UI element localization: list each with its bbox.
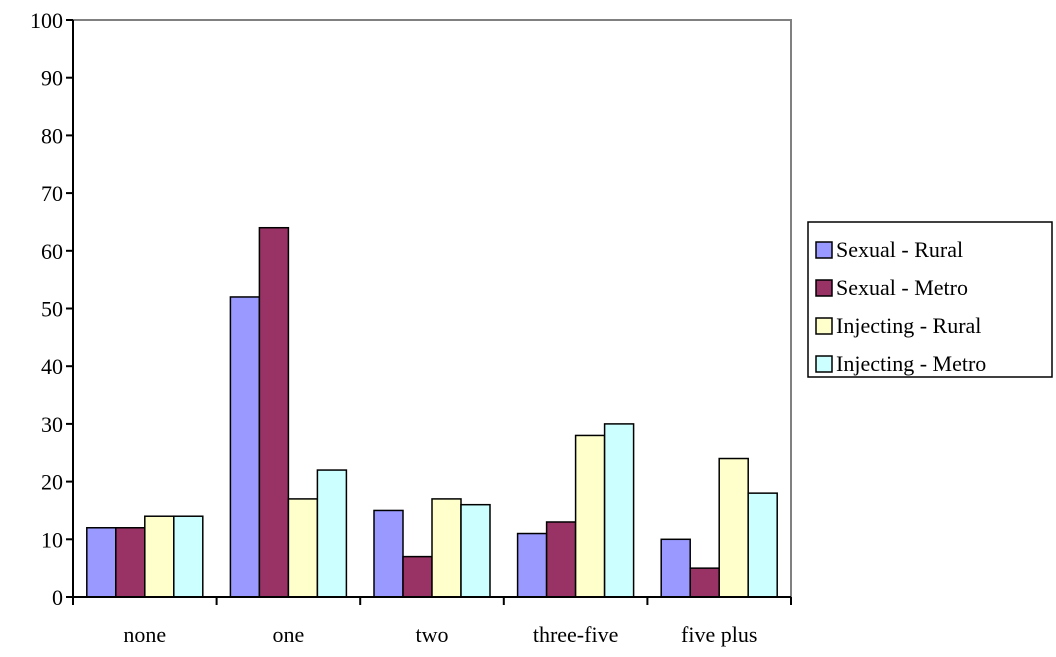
legend-swatch (815, 317, 833, 335)
bar-sexual-rural-two (373, 509, 404, 598)
bar-sexual-metro-one (258, 226, 290, 598)
legend-label: Sexual - Metro (836, 275, 968, 300)
y-tick-label: 100 (30, 8, 63, 33)
y-tick-label: 0 (52, 585, 63, 610)
bars-group (86, 226, 778, 598)
y-tick-label: 30 (41, 412, 63, 437)
bar-injecting-rural-five-plus (718, 457, 749, 598)
legend-label: Sexual - Rural (836, 237, 963, 262)
y-tick-label: 80 (41, 123, 63, 148)
bar-sexual-metro-two (402, 555, 433, 598)
bar-sexual-metro-none (115, 527, 146, 598)
legend-swatch (815, 355, 833, 373)
legend-swatch (815, 279, 833, 297)
y-tick-label: 60 (41, 239, 63, 264)
legend-box (807, 221, 1053, 378)
legend-swatch (815, 241, 833, 259)
x-category-label: two (416, 622, 449, 647)
y-tick-label: 50 (41, 297, 63, 322)
x-category-label: one (273, 622, 305, 647)
bar-injecting-metro-three-five (603, 423, 635, 598)
y-tick-label: 10 (41, 527, 63, 552)
bar-injecting-rural-none (144, 515, 175, 598)
bar-injecting-rural-two (431, 498, 462, 598)
y-tick-label: 40 (41, 354, 63, 379)
bar-injecting-metro-one (316, 469, 348, 598)
legend-label: Injecting - Metro (836, 351, 986, 376)
bar-sexual-rural-five-plus (660, 538, 691, 598)
bar-injecting-metro-none (173, 515, 204, 598)
x-category-label: none (123, 622, 166, 647)
bar-sexual-metro-three-five (545, 521, 577, 598)
bar-sexual-rural-three-five (516, 532, 548, 598)
axes-group: 0 10 20 30 40 50 60 70 80 90 100 none one two three-fi… (30, 8, 792, 647)
x-category-label: three-five (533, 622, 619, 647)
bar-injecting-rural-three-five (574, 434, 606, 598)
legend-label: Injecting - Rural (836, 313, 981, 338)
bar-sexual-rural-one (229, 296, 261, 598)
bar-injecting-metro-five-plus (747, 492, 778, 598)
y-tick-label: 20 (41, 470, 63, 495)
bar-injecting-rural-one (287, 498, 319, 598)
bar-sexual-rural-none (86, 527, 117, 598)
bar-sexual-metro-five-plus (689, 567, 720, 598)
bar-injecting-metro-two (460, 503, 491, 598)
legend: Sexual - Rural Sexual - Metro Injecting - … (807, 221, 1053, 378)
y-tick-label: 90 (41, 66, 63, 91)
y-tick-label: 70 (41, 181, 63, 206)
x-category-label: five plus (681, 622, 757, 647)
